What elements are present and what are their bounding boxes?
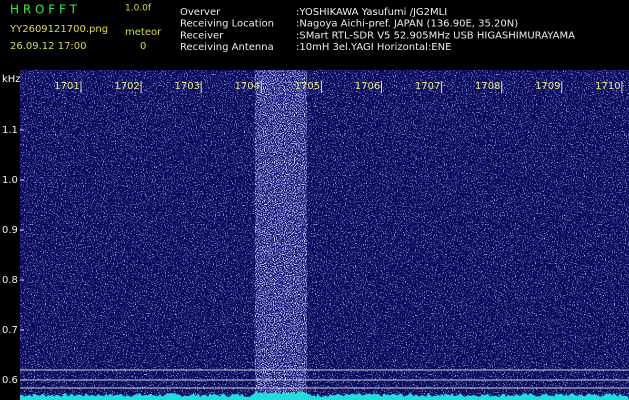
time-label: 1709 [535,81,560,92]
app-name: H R O F F T [10,3,78,17]
freq-label: 1.1 [2,125,18,136]
info-label: Receiving Location [180,19,274,30]
axes: 1701 1702 1703 1704 1705 1706 1707 1708 1709 1710… [2,81,623,386]
noise [20,70,629,400]
info-value: :YOSHIKAWA Yasufumi /JG2MLI [296,7,447,18]
y-unit: kHz [2,74,21,85]
time-label: 1704 [235,81,260,92]
time-label: 1710 [595,81,620,92]
time-label: 1705 [295,81,320,92]
datetime: 26.09.12 17:00 [10,41,87,52]
time-label: 1701 [54,81,79,92]
freq-label: 0.6 [2,375,18,386]
time-label: 1708 [475,81,500,92]
file-name: YY2609121700.png [9,24,108,35]
level-trace [20,390,629,400]
count: 0 [140,41,146,52]
mode: meteor [125,27,162,38]
time-label: 1703 [174,81,199,92]
info-value: :Nagoya Aichi-pref. JAPAN (136.90E, 35.2… [296,19,518,30]
freq-label: 1.0 [2,175,18,186]
freq-label: 0.8 [2,275,18,286]
info-label: Receiver [180,30,224,41]
signal-band-noise [255,70,307,400]
freq-label: 0.9 [2,225,18,236]
time-label: 1706 [355,81,380,92]
version: 1.0.0f [125,4,152,14]
info-label: Overver [180,7,221,18]
time-label: 1707 [415,81,440,92]
freq-label: 0.7 [2,325,18,336]
info-value: :10mH 3el.YAGI Horizontal:ENE [296,42,451,53]
info-value: :SMart RTL-SDR V5 52.905MHz USB HIGASHIM… [296,30,575,41]
info-label: Receiving Antenna [180,42,274,53]
info-block: Overver :YOSHIKAWA Yasufumi /JG2MLI Receiv… [180,7,575,53]
time-label: 1702 [114,81,139,92]
